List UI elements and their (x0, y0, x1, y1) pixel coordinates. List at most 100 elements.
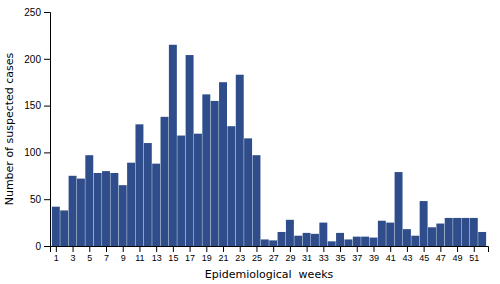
bar (336, 233, 344, 246)
bar (161, 117, 169, 246)
bar (403, 229, 411, 246)
bar (386, 223, 394, 246)
y-tick-mark (44, 199, 50, 200)
y-tick: 250 (24, 7, 50, 18)
x-tick: 1 (54, 246, 59, 263)
x-tick-label: 31 (302, 253, 312, 263)
x-tick-label: 1 (54, 253, 59, 263)
bar (186, 55, 194, 246)
x-tick: 9 (121, 246, 126, 263)
x-tick-label: 41 (386, 253, 396, 263)
x-tick-label: 5 (87, 253, 92, 263)
x-tick: 23 (235, 246, 245, 263)
x-tick-label: 25 (252, 253, 262, 263)
x-tick-mark (357, 246, 358, 252)
y-tick-mark (44, 152, 50, 153)
bar (269, 240, 277, 246)
x-tick-mark (156, 246, 157, 252)
x-tick-label: 7 (104, 253, 109, 263)
y-tick: 200 (24, 54, 50, 65)
x-tick-label: 13 (152, 253, 162, 263)
bar (378, 221, 386, 246)
bar (319, 223, 327, 246)
x-tick-label: 15 (168, 253, 178, 263)
y-tick-mark (44, 12, 50, 13)
x-axis: 1357911131517192123252729313335373941434… (51, 246, 489, 263)
x-tick-label: 43 (402, 253, 412, 263)
x-tick: 43 (402, 246, 412, 263)
bar (135, 124, 143, 246)
bar (77, 179, 85, 246)
x-tick-label: 39 (369, 253, 379, 263)
x-tick-label: 11 (135, 253, 144, 263)
x-tick-mark (373, 246, 374, 252)
bar (278, 232, 286, 246)
x-tick-mark (407, 246, 408, 252)
x-tick: 25 (252, 246, 262, 263)
y-tick-mark (44, 59, 50, 60)
x-tick-label: 47 (436, 253, 446, 263)
y-tick-mark (44, 106, 50, 107)
plot: 1357911131517192123252729313335373941434… (24, 7, 488, 264)
x-tick-mark (123, 246, 124, 252)
x-tick-mark (256, 246, 257, 252)
bar (202, 94, 210, 246)
bar (177, 136, 185, 246)
x-tick: 49 (453, 246, 463, 263)
bars (52, 45, 486, 246)
bar (261, 239, 269, 246)
y-tick: 150 (24, 100, 50, 111)
bar (244, 138, 252, 246)
bar (353, 237, 361, 246)
x-tick-mark (474, 246, 475, 252)
x-tick: 39 (369, 246, 379, 263)
bar (294, 236, 302, 246)
x-tick: 45 (419, 246, 429, 263)
bar (169, 45, 177, 246)
bar (311, 234, 319, 246)
bar (361, 237, 369, 246)
bar (119, 185, 127, 246)
x-tick-mark (106, 246, 107, 252)
bar (127, 163, 135, 246)
bar (461, 218, 469, 246)
x-tick-label: 19 (202, 253, 212, 263)
bar (370, 238, 378, 246)
x-tick: 21 (219, 246, 229, 263)
x-tick: 15 (168, 246, 178, 263)
y-tick-label: 100 (24, 147, 41, 158)
bar (60, 210, 68, 246)
y-axis-line (44, 13, 51, 247)
x-tick-label: 17 (185, 253, 195, 263)
bar (102, 171, 110, 246)
y-tick-label: 150 (24, 100, 41, 111)
bar (303, 233, 311, 246)
bar (328, 241, 336, 246)
bar (436, 224, 444, 246)
y-tick-label: 250 (24, 7, 41, 18)
y-tick-label: 200 (24, 54, 41, 65)
bar (144, 143, 152, 246)
x-tick: 13 (152, 246, 162, 263)
bar (219, 82, 227, 246)
x-tick-mark (73, 246, 74, 252)
x-tick: 5 (87, 246, 92, 263)
bar (211, 101, 219, 246)
x-tick: 11 (135, 246, 144, 263)
x-tick-label: 45 (419, 253, 429, 263)
bar (428, 227, 436, 246)
chart: 1357911131517192123252729313335373941434… (0, 0, 500, 284)
x-tick-label: 49 (453, 253, 463, 263)
x-axis-title: Epidemiological weeks (205, 268, 334, 281)
bar (110, 173, 118, 246)
bar (69, 176, 77, 246)
x-tick: 51 (469, 246, 479, 263)
x-tick-mark (390, 246, 391, 252)
x-tick-mark (240, 246, 241, 252)
x-tick: 7 (104, 246, 109, 263)
x-tick-mark (173, 246, 174, 252)
x-tick-mark (89, 246, 90, 252)
x-tick: 17 (185, 246, 195, 263)
bar (152, 164, 160, 246)
bar (227, 126, 235, 246)
